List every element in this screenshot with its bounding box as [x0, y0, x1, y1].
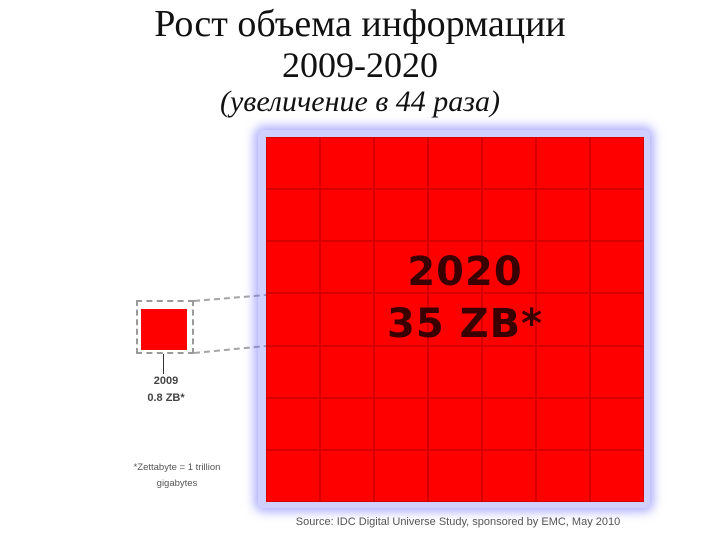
grid-cell — [590, 449, 644, 502]
large-block-value: 35 ZB* — [387, 301, 543, 347]
grid-cell — [536, 241, 590, 294]
grid-cell — [374, 137, 428, 190]
title-line-3: (увеличение в 44 раза) — [219, 85, 501, 118]
grid-cell — [428, 189, 482, 242]
grid-cell — [482, 189, 536, 242]
grid-cell — [590, 189, 644, 242]
grid-cell — [266, 137, 320, 190]
grid-cell — [590, 345, 644, 398]
grid-cell — [428, 293, 482, 346]
grid-cell — [590, 397, 644, 450]
grid-cell — [428, 397, 482, 450]
grid-cell — [590, 241, 644, 294]
grid-cell — [536, 137, 590, 190]
grid-cell — [320, 137, 374, 190]
grid-cell — [482, 137, 536, 190]
grid-cell — [374, 345, 428, 398]
large-block-label: 2020 35 ZB* — [380, 246, 550, 350]
grid-cell — [536, 397, 590, 450]
grid-cell — [320, 449, 374, 502]
small-block-value: 0.8 ZB* — [147, 392, 185, 404]
footnote: *Zettabyte = 1 trillion gigabytes — [133, 462, 221, 489]
grid-cell — [536, 449, 590, 502]
connector-top — [193, 294, 267, 302]
grid-cell — [374, 241, 428, 294]
grid-cell — [320, 241, 374, 294]
grid-cell — [320, 345, 374, 398]
grid-cell — [428, 241, 482, 294]
grid-cell — [266, 449, 320, 502]
large-block-year: 2020 — [407, 249, 523, 295]
grid-cell — [536, 189, 590, 242]
grid-cell — [374, 189, 428, 242]
large-block-2020 — [266, 137, 644, 502]
grid-cell — [482, 397, 536, 450]
grid-cell — [482, 293, 536, 346]
grid-cell — [374, 293, 428, 346]
grid-cell — [374, 449, 428, 502]
grid-cell — [536, 345, 590, 398]
grid-cell — [266, 189, 320, 242]
grid-cell — [374, 397, 428, 450]
grid-cell — [590, 137, 644, 190]
grid-cell — [482, 345, 536, 398]
small-block-2009 — [141, 309, 187, 350]
grid-cell — [266, 397, 320, 450]
grid-cell — [428, 137, 482, 190]
small-block-year: 2009 — [153, 375, 179, 387]
source-note: Source: IDC Digital Universe Study, spon… — [295, 516, 621, 528]
grid-cell — [266, 241, 320, 294]
grid-cell — [428, 345, 482, 398]
connector-bottom — [193, 345, 267, 354]
grid-cell — [266, 293, 320, 346]
small-block-pointer — [163, 354, 164, 374]
grid-cell — [482, 241, 536, 294]
title-line-1: Рост объема информации — [154, 3, 566, 45]
grid-cell — [590, 293, 644, 346]
grid-cell — [536, 293, 590, 346]
grid-cell — [320, 397, 374, 450]
grid-cell — [320, 189, 374, 242]
grid-cell — [428, 449, 482, 502]
grid-cell — [320, 293, 374, 346]
grid-cell — [266, 345, 320, 398]
grid-cell — [482, 449, 536, 502]
title-line-2: 2009-2020 — [282, 45, 438, 85]
